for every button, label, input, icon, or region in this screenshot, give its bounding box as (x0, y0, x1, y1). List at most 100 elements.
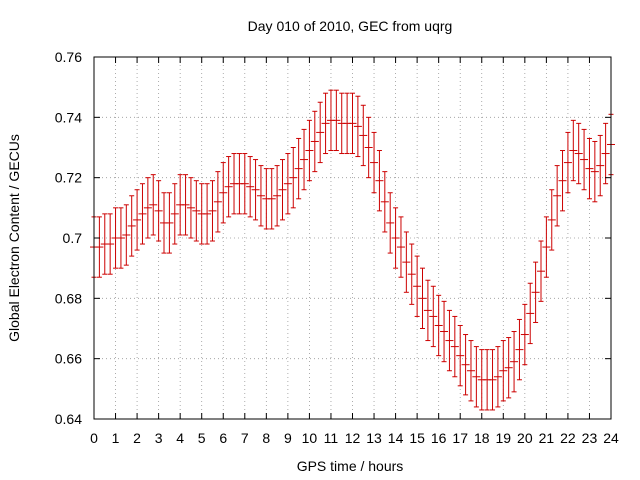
data-point (321, 92, 330, 155)
data-point (510, 331, 519, 393)
x-tick-label: 18 (474, 430, 490, 446)
data-point (305, 119, 314, 182)
data-point (364, 116, 373, 179)
data-point (213, 171, 222, 233)
x-tick-label: 5 (198, 430, 206, 446)
data-point (343, 92, 352, 155)
data-point (273, 165, 282, 227)
data-point (294, 137, 303, 200)
data-point (418, 267, 427, 329)
data-point (332, 89, 341, 152)
data-point (219, 162, 228, 224)
x-tick-label: 2 (133, 430, 141, 446)
data-point (310, 110, 319, 173)
data-point (536, 240, 545, 302)
x-tick-label: 20 (517, 430, 533, 446)
y-axis-label: Global Electron Content / GECUs (6, 134, 22, 342)
y-tick-labels: 0.64 0.66 0.68 0.7 0.72 0.74 0.76 (55, 49, 82, 427)
x-tick-label: 1 (112, 430, 120, 446)
x-tick-labels: 0 1 2 3 4 5 6 7 8 9 10 11 12 13 14 15 16 17 18 19 20 21 22 23 24 (90, 430, 619, 446)
data-point (181, 174, 190, 236)
data-point (445, 309, 454, 372)
data-point (585, 137, 594, 200)
data-point (380, 171, 389, 233)
data-point (461, 334, 470, 396)
data-point (440, 300, 449, 363)
data-point (353, 95, 362, 158)
data-point (386, 192, 395, 254)
y-tick-label: 0.7 (63, 230, 83, 246)
data-point (235, 153, 244, 215)
data-point (359, 104, 368, 167)
x-tick-label: 4 (176, 430, 184, 446)
data-point (267, 168, 276, 230)
data-point (143, 177, 152, 239)
data-point (370, 131, 379, 194)
data-point (240, 153, 249, 215)
data-point (224, 156, 233, 218)
data-point (170, 183, 179, 245)
data-point (289, 147, 298, 209)
data-point (402, 231, 411, 293)
data-point (278, 159, 287, 221)
data-point (283, 153, 292, 215)
data-point (553, 165, 562, 227)
data-point (531, 261, 540, 323)
data-point (154, 180, 163, 242)
data-point (122, 204, 131, 266)
data-point (396, 216, 405, 278)
y-tick-label: 0.74 (55, 109, 82, 125)
data-point (466, 340, 475, 402)
data-point (569, 119, 578, 182)
data-point (526, 282, 535, 345)
data-point (601, 122, 610, 185)
x-tick-label: 22 (560, 430, 576, 446)
data-point (251, 159, 260, 221)
data-point (300, 128, 309, 191)
data-point (434, 294, 443, 357)
data-point (520, 303, 529, 366)
x-tick-label: 23 (582, 430, 598, 446)
data-point (208, 180, 217, 242)
y-tick-label: 0.64 (55, 411, 82, 427)
data-point (316, 101, 325, 164)
x-tick-label: 10 (302, 430, 318, 446)
x-tick-label: 16 (431, 430, 447, 446)
data-point (256, 165, 265, 227)
data-point (375, 150, 384, 212)
data-point (149, 174, 158, 236)
data-point (413, 255, 422, 317)
x-tick-label: 12 (345, 430, 361, 446)
y-tick-label: 0.66 (55, 351, 82, 367)
data-point (472, 346, 481, 408)
x-tick-label: 21 (539, 430, 555, 446)
x-tick-label: 7 (241, 430, 249, 446)
data-point (348, 92, 357, 155)
x-tick-label: 19 (496, 430, 512, 446)
data-point (596, 134, 605, 197)
x-tick-label: 15 (409, 430, 425, 446)
x-tick-label: 24 (603, 430, 619, 446)
data-point (504, 337, 513, 399)
data-point (580, 128, 589, 191)
data-point (203, 183, 212, 245)
data-point (429, 285, 438, 348)
data-point (488, 349, 497, 411)
data-point (456, 324, 465, 387)
data-point (246, 156, 255, 218)
data-point (499, 340, 508, 402)
data-point (133, 189, 142, 251)
y-tick-label: 0.76 (55, 49, 82, 65)
x-tick-label: 14 (388, 430, 404, 446)
data-point (515, 318, 524, 381)
y-tick-label: 0.68 (55, 290, 82, 306)
data-point (493, 346, 502, 408)
error-bars (90, 89, 615, 411)
data-point (407, 243, 416, 305)
data-point (483, 349, 492, 411)
x-axis-label: GPS time / hours (297, 458, 404, 474)
data-point (450, 315, 459, 378)
x-tick-label: 0 (90, 430, 98, 446)
data-point (574, 122, 583, 185)
